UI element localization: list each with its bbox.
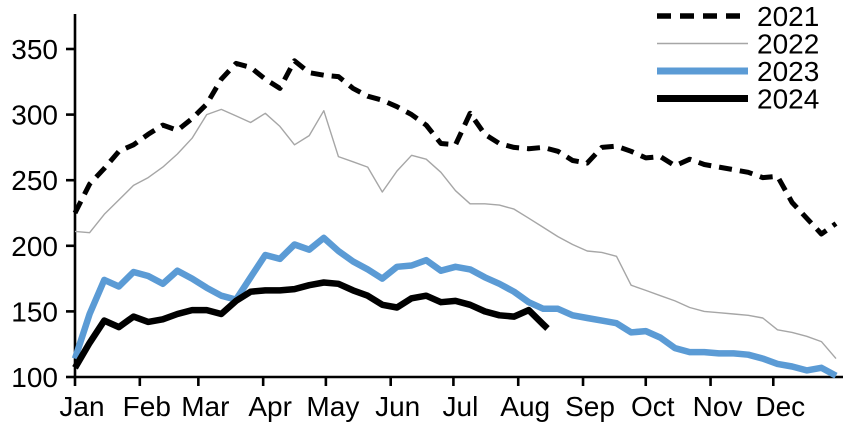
y-tick-label: 150 [11, 296, 58, 327]
y-tick-label: 350 [11, 34, 58, 65]
x-tick-label-jun: Jun [375, 391, 420, 422]
x-tick-label-apr: Apr [248, 391, 292, 422]
legend-entry-2022: 2022 [657, 29, 819, 60]
x-tick-label-dec: Dec [755, 391, 805, 422]
legend-label-2021: 2021 [757, 1, 819, 32]
x-tick-label-jan: Jan [59, 391, 104, 422]
x-tick-label-aug: Aug [500, 391, 550, 422]
x-tick-label-may: May [306, 391, 359, 422]
y-tick-label: 300 [11, 100, 58, 131]
x-tick-label-mar: Mar [181, 391, 229, 422]
x-tick-label-nov: Nov [693, 391, 743, 422]
series-line-2022 [74, 108, 837, 360]
legend-entry-2021: 2021 [657, 1, 819, 32]
legend-label-2024: 2024 [757, 84, 819, 115]
y-tick-label: 250 [11, 165, 58, 196]
y-tick-label: 100 [11, 362, 58, 393]
legend-entry-2023: 2023 [657, 56, 819, 87]
legend-label-2023: 2023 [757, 56, 819, 87]
x-tick-label-feb: Feb [123, 391, 171, 422]
legend-label-2022: 2022 [757, 29, 819, 60]
series-line-2023 [71, 234, 838, 379]
series-line-2024 [72, 279, 550, 370]
x-tick-label-sep: Sep [565, 391, 615, 422]
series-line-2021 [72, 58, 838, 237]
x-tick-label-oct: Oct [631, 391, 675, 422]
axes: 100 150 200 250 300 350 Jan Feb Mar Apr May Jun Jul A… [11, 14, 843, 422]
y-tick-label: 200 [11, 231, 58, 262]
x-tick-label-jul: Jul [443, 391, 479, 422]
legend-entry-2024: 2024 [657, 84, 819, 115]
